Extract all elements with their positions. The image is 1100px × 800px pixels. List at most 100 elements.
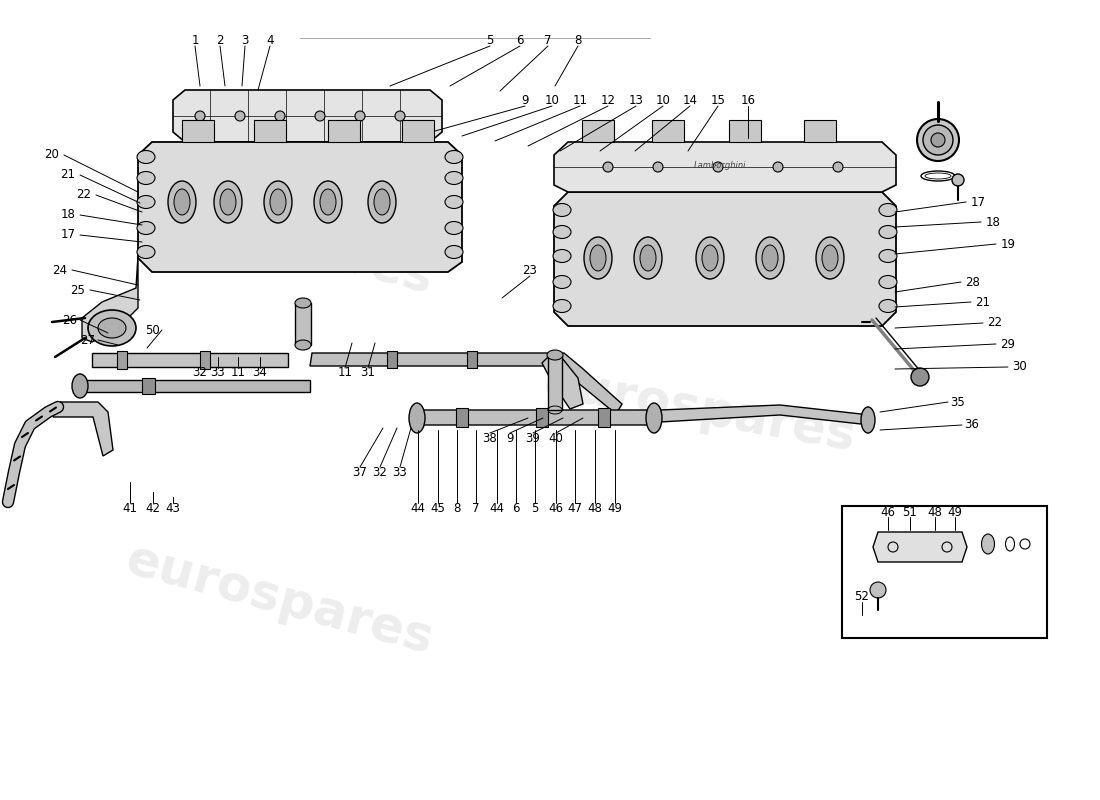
Text: 8: 8 [453,502,461,514]
Ellipse shape [446,150,463,163]
Ellipse shape [138,150,155,163]
Text: 10: 10 [656,94,670,106]
Text: 15: 15 [711,94,725,106]
Text: 51: 51 [903,506,917,518]
Ellipse shape [446,195,463,209]
Ellipse shape [816,237,844,279]
Ellipse shape [634,237,662,279]
Ellipse shape [822,245,838,271]
Bar [402,120,434,142]
Ellipse shape [220,189,236,215]
Text: 6: 6 [513,502,519,514]
Ellipse shape [931,133,945,147]
Ellipse shape [174,189,190,215]
Text: 20: 20 [45,149,59,162]
Text: 26: 26 [63,314,77,326]
Text: 21: 21 [60,169,76,182]
Ellipse shape [138,222,155,234]
Text: 44: 44 [410,502,426,514]
Ellipse shape [168,181,196,223]
Text: 7: 7 [472,502,480,514]
Text: 7: 7 [544,34,552,46]
Text: 14: 14 [682,94,697,106]
Text: 21: 21 [976,295,990,309]
Text: 4: 4 [266,34,274,46]
Text: 41: 41 [122,502,138,514]
Text: Lamborghini: Lamborghini [694,161,746,170]
Text: 28: 28 [966,275,980,289]
Text: 40: 40 [549,431,563,445]
Circle shape [275,111,285,121]
Text: 11: 11 [338,366,352,379]
Text: 24: 24 [53,263,67,277]
Polygon shape [310,353,622,414]
Polygon shape [138,142,462,272]
Ellipse shape [861,407,875,433]
Circle shape [870,582,886,598]
Ellipse shape [923,125,953,155]
Circle shape [713,162,723,172]
Circle shape [395,111,405,121]
Circle shape [195,111,205,121]
Polygon shape [173,90,442,142]
Ellipse shape [88,310,136,346]
Ellipse shape [640,245,656,271]
Text: 39: 39 [526,431,540,445]
Circle shape [653,162,663,172]
Bar [254,120,286,142]
Ellipse shape [553,203,571,217]
Text: eurospares: eurospares [540,359,860,461]
Bar [117,351,126,369]
Bar [729,120,761,142]
Circle shape [235,111,245,121]
Bar [456,408,468,427]
Text: 31: 31 [361,366,375,379]
Circle shape [355,111,365,121]
Ellipse shape [762,245,778,271]
Ellipse shape [138,195,155,209]
Text: 38: 38 [483,431,497,445]
Text: 12: 12 [601,94,616,106]
Text: 6: 6 [516,34,524,46]
Text: 35: 35 [950,395,966,409]
Ellipse shape [72,374,88,398]
Ellipse shape [314,181,342,223]
Ellipse shape [374,189,390,215]
Circle shape [833,162,843,172]
Bar [548,355,562,410]
Polygon shape [873,532,967,562]
Ellipse shape [295,298,311,308]
Text: 18: 18 [986,215,1000,229]
Ellipse shape [584,237,612,279]
Bar [142,378,155,394]
Text: 18: 18 [60,209,76,222]
Ellipse shape [553,226,571,238]
Text: eurospares: eurospares [121,176,439,304]
Ellipse shape [214,181,242,223]
Text: 8: 8 [574,34,582,46]
Text: 3: 3 [241,34,249,46]
Polygon shape [554,192,896,326]
Bar [598,408,611,427]
Text: 30: 30 [1013,361,1027,374]
Ellipse shape [879,226,896,238]
Text: 32: 32 [192,366,208,379]
Text: 11: 11 [231,366,245,379]
Polygon shape [415,410,657,425]
Bar [468,351,477,368]
Text: 44: 44 [490,502,505,514]
Ellipse shape [446,171,463,185]
Text: 52: 52 [855,590,869,603]
Text: 42: 42 [145,502,161,514]
Text: 22: 22 [988,317,1002,330]
Text: 33: 33 [393,466,407,478]
Ellipse shape [270,189,286,215]
Ellipse shape [409,403,425,433]
Text: 33: 33 [210,366,225,379]
Text: 32: 32 [373,466,387,478]
Ellipse shape [702,245,718,271]
Polygon shape [92,353,288,367]
Polygon shape [654,405,870,425]
Text: 25: 25 [70,283,86,297]
Ellipse shape [590,245,606,271]
